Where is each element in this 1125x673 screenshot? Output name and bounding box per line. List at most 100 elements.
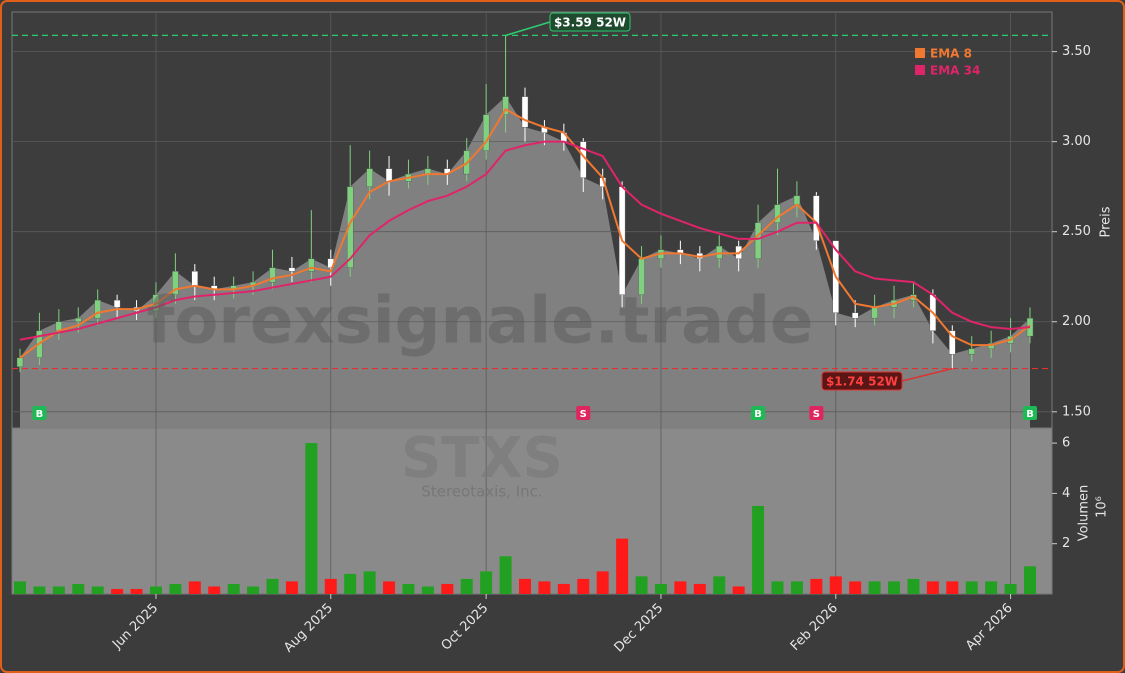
- volume-bar: [305, 443, 318, 594]
- volume-bar: [616, 538, 629, 594]
- signal-label: B: [1026, 409, 1034, 420]
- volume-bar: [14, 581, 26, 594]
- volume-bar: [596, 571, 609, 594]
- annotation-box: [821, 371, 903, 391]
- signal-label: S: [580, 409, 587, 420]
- volume-bar: [227, 583, 240, 594]
- volume-bar: [790, 581, 803, 594]
- volume-bar: [888, 581, 901, 594]
- price-area: [20, 96, 1030, 429]
- volume-bar: [247, 586, 260, 594]
- y-tick-label: 1.50: [1062, 404, 1091, 419]
- legend-label: EMA 8: [930, 47, 972, 61]
- volume-bar: [421, 586, 434, 594]
- volume-bar: [266, 578, 279, 594]
- volume-bar: [946, 581, 959, 594]
- volume-bar: [91, 586, 104, 594]
- candle-body: [851, 312, 859, 319]
- signal-marker: [32, 406, 47, 420]
- signal-marker: [809, 406, 824, 420]
- volume-bar: [149, 586, 162, 594]
- volume-bar: [693, 583, 706, 594]
- candle-body: [968, 348, 975, 355]
- volume-bar: [635, 576, 648, 594]
- candle-body: [949, 330, 956, 355]
- annotation-label: $1.74 52W: [826, 375, 898, 389]
- signal-label: B: [36, 409, 44, 420]
- candle-body: [482, 114, 490, 151]
- candle-body: [94, 299, 101, 319]
- volume-bar: [402, 583, 415, 594]
- volume-bar: [460, 578, 473, 594]
- ema-line: [19, 140, 1031, 341]
- legend-swatch: [915, 48, 925, 58]
- volume-bar: [72, 583, 85, 594]
- volume-bar: [363, 571, 376, 594]
- candle-body: [774, 204, 781, 223]
- volume-bar: [499, 556, 512, 594]
- candle-body: [521, 96, 529, 128]
- volume-bar: [557, 583, 570, 594]
- annotation-arrow: [505, 21, 551, 37]
- volume-bar: [771, 581, 784, 594]
- legend-label: EMA 34: [930, 64, 980, 78]
- volume-bar: [33, 586, 46, 594]
- y-tick-label: 2.50: [1062, 224, 1091, 239]
- volume-bar: [344, 573, 357, 594]
- candle-body: [385, 168, 393, 182]
- signal-marker: [751, 406, 766, 420]
- annotation-arrow: [901, 367, 953, 382]
- volume-bar: [538, 581, 551, 594]
- volume-bar: [829, 576, 842, 594]
- volume-bar: [208, 586, 221, 594]
- volume-bar: [1004, 583, 1017, 594]
- candle-body: [346, 186, 354, 268]
- volume-y-tick-label: 6: [1062, 436, 1070, 451]
- candle-body: [16, 357, 24, 367]
- volume-bar: [732, 586, 745, 594]
- legend-swatch: [915, 65, 925, 75]
- candle-body: [75, 317, 82, 322]
- volume-bar: [52, 586, 65, 594]
- annotation-box: [549, 12, 631, 32]
- candle-body: [813, 195, 820, 241]
- watermark: forexsignale.trade: [147, 285, 814, 359]
- signal-marker: [1023, 406, 1037, 420]
- volume-y-tick-label: 4: [1062, 486, 1070, 501]
- volume-bar: [907, 578, 920, 594]
- volume-bar: [169, 583, 182, 594]
- volume-y-tick-label: 2: [1062, 536, 1070, 551]
- volume-bar: [810, 578, 823, 594]
- volume-bar: [519, 578, 531, 594]
- candle-body: [172, 271, 179, 295]
- volume-bar: [577, 578, 590, 594]
- signal-label: S: [813, 409, 820, 420]
- y-tick-label: 3.00: [1062, 134, 1091, 149]
- company-watermark: Stereotaxis, Inc.: [421, 483, 542, 501]
- volume-offset-label: 10⁶: [1095, 496, 1110, 518]
- ema-line: [19, 107, 1031, 359]
- volume-bar: [985, 581, 998, 594]
- volume-bar: [383, 581, 396, 594]
- volume-axis-label: Volumen: [1077, 485, 1092, 542]
- symbol-watermark: STXS: [401, 426, 563, 491]
- candle-body: [793, 195, 801, 205]
- volume-bar: [654, 583, 667, 594]
- volume-bar: [324, 578, 337, 594]
- annotation-label: $3.59 52W: [554, 16, 626, 30]
- volume-bar: [868, 581, 881, 594]
- candle-body: [871, 307, 878, 319]
- candle-body: [113, 299, 121, 308]
- candle-body: [308, 258, 315, 272]
- volume-bar: [713, 576, 726, 594]
- volume-bar: [926, 581, 939, 594]
- candle-body: [269, 267, 276, 283]
- candle-body: [502, 96, 509, 115]
- y-tick-label: 3.50: [1062, 44, 1091, 59]
- volume-bar: [1024, 566, 1036, 594]
- volume-bar: [111, 588, 124, 594]
- volume-bar: [188, 581, 201, 594]
